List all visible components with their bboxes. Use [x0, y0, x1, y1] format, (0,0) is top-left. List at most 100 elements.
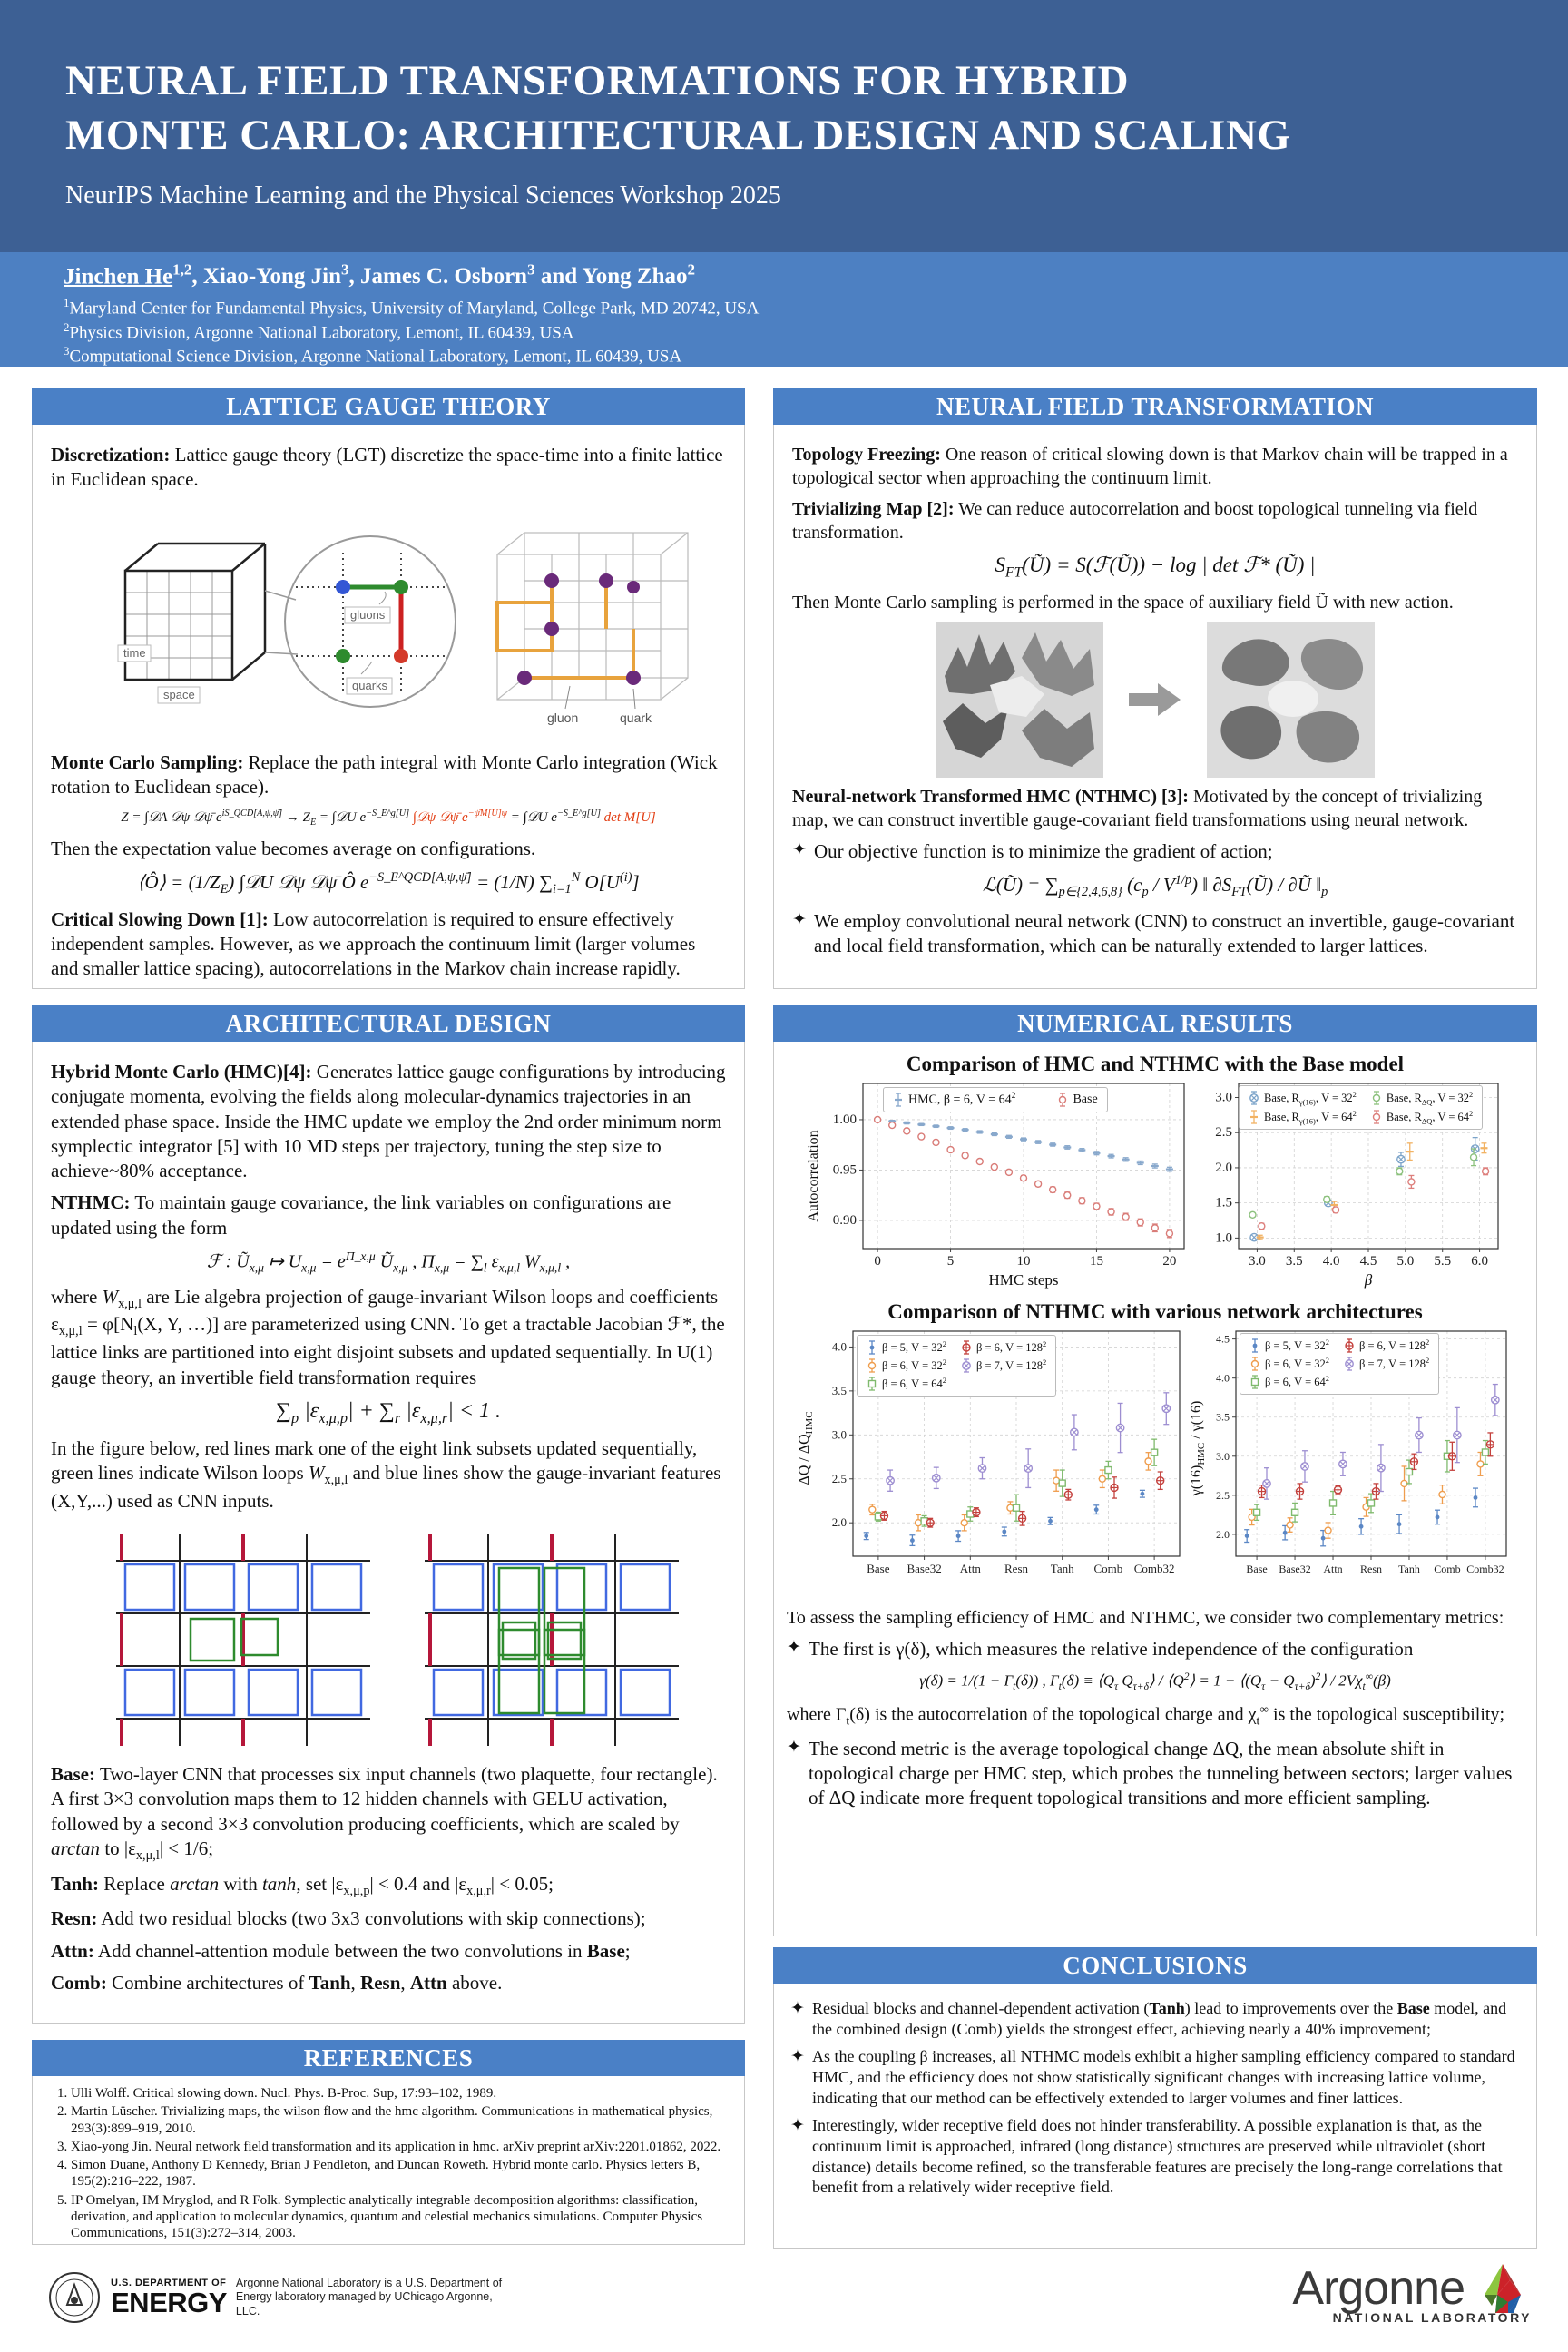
action-landscape-figure — [792, 621, 1518, 778]
section-references: REFERENCES Ulli Wolff. Critical slowing … — [32, 2040, 745, 2245]
svg-text:0.90: 0.90 — [833, 1213, 857, 1228]
resn-arch-paragraph: Resn: Add two residual blocks (two 3x3 c… — [51, 1907, 646, 1930]
conclusion-bullet-1: ✦ Residual blocks and channel-dependent a… — [790, 1999, 1507, 2038]
svg-text:1.0: 1.0 — [1215, 1230, 1232, 1245]
reference-item: Simon Duane, Anthony D Kennedy, Brian J … — [71, 2157, 730, 2190]
bullet-icon: ✦ — [787, 1737, 801, 1757]
section-architectural-design: ARCHITECTURAL DESIGN Hybrid Monte Carlo … — [32, 1005, 745, 2024]
svg-text:6.0: 6.0 — [1471, 1254, 1488, 1269]
doe-footer: U.S. DEPARTMENT OF ENERGY Argonne Nation… — [47, 2270, 508, 2325]
svg-text:time: time — [123, 646, 146, 660]
legend-item: Base, Rγ(16), V = 642 — [1250, 1108, 1357, 1126]
hmc-paragraph: Hybrid Monte Carlo (HMC)[4]: Generates l… — [51, 1061, 726, 1182]
bullet-icon: ✦ — [787, 1638, 801, 1657]
svg-text:β: β — [1364, 1271, 1373, 1289]
reference-item: Xiao-yong Jin. Neural network field tran… — [71, 2139, 730, 2155]
svg-text:Attn: Attn — [960, 1562, 982, 1575]
svg-text:Comb32: Comb32 — [1134, 1562, 1175, 1575]
svg-text:Base: Base — [867, 1562, 890, 1575]
reference-item: Martin Lüscher. Trivializing maps, the w… — [71, 2103, 730, 2137]
section-conclusions: CONCLUSIONS ✦ Residual blocks and channel… — [773, 1947, 1537, 2249]
svg-text:4.0: 4.0 — [832, 1339, 847, 1353]
svg-text:3.5: 3.5 — [832, 1384, 847, 1397]
legend-item: β = 7, V = 1282 — [961, 1357, 1046, 1374]
svg-text:2.5: 2.5 — [1215, 1125, 1232, 1140]
affiliation-1: 1Maryland Center for Fundamental Physics… — [64, 296, 760, 318]
section-heading-arch: ARCHITECTURAL DESIGN — [32, 1005, 745, 1042]
affiliations: 1Maryland Center for Fundamental Physics… — [64, 296, 759, 368]
svg-text:2.0: 2.0 — [832, 1515, 847, 1529]
section-neural-field-transformation: NEURAL FIELD TRANSFORMATION Topology Fre… — [773, 388, 1537, 989]
section-heading-conclusions: CONCLUSIONS — [773, 1947, 1537, 1984]
figure-description-paragraph: In the figure below, red lines mark one … — [51, 1436, 721, 1512]
svg-text:space: space — [163, 688, 195, 701]
reference-item: IP Omelyan, IM Mryglod, and R Folk. Symp… — [71, 2192, 730, 2242]
base-arch-paragraph: Base: Two-layer CNN that processes six i… — [51, 1762, 718, 1864]
trivializing-map-paragraph: Trivializing Map [2]: We can reduce auto… — [792, 499, 1478, 543]
loss-equation: ℒ(Ũ) = ∑p∈{2,4,6,8} (cp / V1/p) ‖ ∂SFT(Ũ… — [982, 872, 1328, 900]
svg-text:Base32: Base32 — [906, 1562, 941, 1575]
authors-line: Jinchen He1,2, Xiao-Yong Jin3, James C. … — [64, 261, 695, 289]
section-heading-nft: NEURAL FIELD TRANSFORMATION — [773, 388, 1537, 425]
svg-text:Attn: Attn — [1323, 1563, 1342, 1575]
svg-text:3.0: 3.0 — [1216, 1450, 1230, 1463]
svg-text:4.0: 4.0 — [1323, 1254, 1340, 1269]
svg-text:0: 0 — [874, 1254, 881, 1269]
bullet-icon: ✦ — [790, 1999, 805, 2018]
svg-text:3.0: 3.0 — [832, 1427, 847, 1441]
gluon-label: gluon — [547, 710, 578, 725]
legend-item: Base, Rγ(16), V = 322 — [1249, 1090, 1357, 1107]
transform-arrow-icon — [1129, 682, 1181, 716]
legend-item: β = 5, V = 322 — [867, 1339, 946, 1356]
doe-seal-icon — [49, 2272, 100, 2323]
legend-item: β = 6, V = 642 — [1250, 1374, 1329, 1390]
doe-disclaimer: Argonne National Laboratory is a U.S. De… — [235, 2276, 503, 2318]
poster-header: NEURAL FIELD TRANSFORMATIONS FOR HYBRID … — [0, 0, 1568, 252]
svg-text:Comb: Comb — [1434, 1563, 1460, 1575]
expectation-intro: Then the expectation value becomes avera… — [51, 838, 536, 860]
affiliation-2: 2Physics Division, Argonne National Labo… — [64, 319, 574, 342]
gluons-label: gluons — [350, 608, 386, 622]
legend-item: HMC, β = 6, V = 642 — [895, 1092, 1016, 1107]
workshop-subtitle: NeurIPS Machine Learning and the Physica… — [65, 181, 781, 210]
metrics-intro: To assess the sampling efficiency of HMC… — [787, 1608, 1504, 1628]
svg-text:1.00: 1.00 — [833, 1112, 857, 1127]
nthmc-form-paragraph: NTHMC: To maintain gauge covariance, the… — [51, 1191, 671, 1239]
svg-text:10: 10 — [1017, 1254, 1031, 1269]
figure2-right-ylabel: γ(16)HMC / γ(16) — [1188, 1401, 1208, 1496]
svg-text:3.0: 3.0 — [1249, 1254, 1266, 1269]
svg-text:Comb: Comb — [1094, 1562, 1123, 1575]
gamma-where-paragraph: where Γt(δ) is the autocorrelation of th… — [787, 1702, 1505, 1728]
objective-bullet: ✦ Our objective function is to minimize t… — [792, 839, 1518, 864]
lattice-illustration: time space gluons — [51, 500, 726, 743]
lattice-figure-svg: time space gluons — [117, 531, 689, 725]
attn-arch-paragraph: Attn: Add channel-attention module betwe… — [51, 1939, 631, 1962]
section-heading-lgt: LATTICE GAUGE THEORY — [32, 388, 745, 425]
quarks-label: quarks — [352, 679, 388, 692]
svg-text:0.95: 0.95 — [833, 1162, 857, 1177]
topology-freezing-paragraph: Topology Freezing: One reason of critica… — [792, 445, 1508, 488]
svg-text:Resn: Resn — [1360, 1563, 1382, 1575]
cnn-bullet: ✦ We employ convolutional neural network … — [792, 909, 1518, 959]
poster-title-line2: MONTE CARLO: ARCHITECTURAL DESIGN AND SC… — [65, 112, 1291, 159]
svg-text:20: 20 — [1162, 1254, 1176, 1269]
figure1-title: Comparison of HMC and NTHMC with the Bas… — [906, 1053, 1405, 1075]
reference-item: Ulli Wolff. Critical slowing down. Nucl.… — [71, 2085, 730, 2102]
legend-item: Base, RΔQ, V = 642 — [1371, 1109, 1473, 1125]
legend-item: β = 6, V = 322 — [867, 1357, 946, 1374]
partition-function-equation: Z = ∫𝒟A 𝒟ψ 𝒟ψ̄ eiS_QCD[A,ψ,ψ̄] → ZE = ∫𝒟… — [121, 808, 656, 828]
gamma-ratio-chart: γ(16)HMC / γ(16) 2.0 2.5 3.0 3.5 4.0 4.5 Base B… — [1188, 1326, 1514, 1599]
svg-text:HMC steps: HMC steps — [989, 1271, 1059, 1289]
svg-text:2.0: 2.0 — [1216, 1528, 1230, 1541]
gamma-equation: γ(δ) = 1/(1 − Γt(δ)) , Γt(δ) ≡ ⟨Qτ Qτ+δ⟩… — [919, 1671, 1391, 1693]
svg-text:Resn: Resn — [1004, 1562, 1029, 1575]
argonne-triangle-icon — [1485, 2264, 1521, 2313]
sft-equation: SFT(Ũ) = S(ℱ(Ũ)) − log | det ℱ* (Ũ) | — [995, 554, 1316, 581]
section-heading-nr: NUMERICAL RESULTS — [773, 1005, 1537, 1042]
figure1-left-ylabel: Autocorrelation — [806, 1129, 821, 1222]
svg-text:4.0: 4.0 — [1216, 1372, 1230, 1385]
svg-text:3.5: 3.5 — [1216, 1411, 1230, 1424]
bullet-icon: ✦ — [790, 2047, 805, 2067]
svg-text:2.5: 2.5 — [1216, 1489, 1230, 1502]
poster-title-line1: NEURAL FIELD TRANSFORMATIONS FOR HYBRID — [65, 57, 1130, 104]
